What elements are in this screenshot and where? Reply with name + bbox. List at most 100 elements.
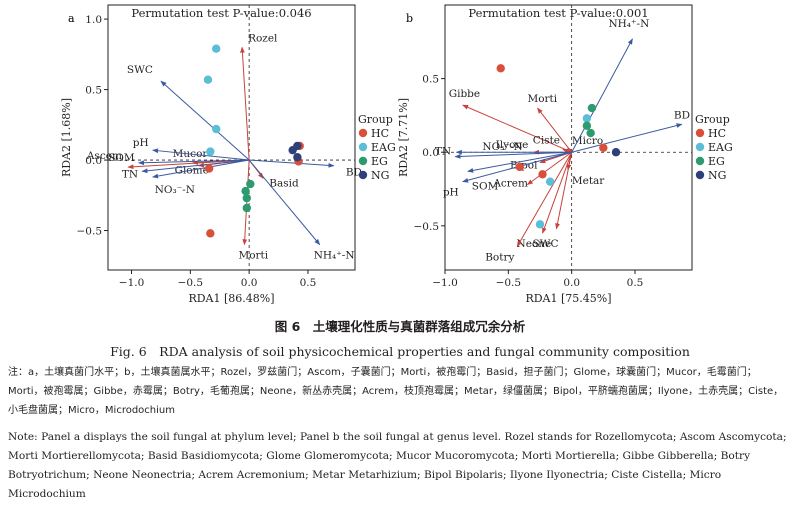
sample-point-hc xyxy=(538,170,547,179)
plot-frame xyxy=(107,4,356,271)
species-arrow-label: Ilyone xyxy=(496,139,529,151)
sample-point-eag xyxy=(203,75,213,84)
env-arrow xyxy=(454,151,572,159)
x-tick-label: 0.0 xyxy=(241,277,258,289)
species-arrow-label: Gibbe xyxy=(449,88,480,100)
env-arrow xyxy=(571,123,683,153)
legend-marker-eag xyxy=(695,142,705,152)
legend-entry-ng: NG xyxy=(708,169,726,182)
chart-title: Permutation test P-value:0.046 xyxy=(131,6,311,20)
sample-point-ng xyxy=(293,153,302,162)
sample-point-hc xyxy=(206,229,215,238)
env-arrow-label: SWC xyxy=(127,64,153,76)
y-tick-label: 0.5 xyxy=(85,85,102,97)
species-arrow-label: Ascom xyxy=(86,150,122,162)
sample-point-eag xyxy=(535,220,545,229)
x-tick-label: −0.5 xyxy=(496,277,522,289)
sample-point-eg xyxy=(242,193,251,203)
species-arrow xyxy=(240,46,250,161)
sample-point-eg xyxy=(246,179,255,189)
figure-caption-cn: 图 6 土壤理化性质与真菌群落组成冗余分析 xyxy=(274,319,526,334)
figure-caption-en: Fig. 6 RDA analysis of soil physicochemi… xyxy=(110,344,690,359)
y-axis-label: RDA2 [1.68%] xyxy=(60,98,73,177)
species-arrow-label: Ciste xyxy=(533,134,560,146)
sample-point-hc xyxy=(599,143,608,153)
y-axis-label: RDA2 [7.71%] xyxy=(397,98,410,177)
sample-point-eag xyxy=(582,114,592,123)
env-arrow xyxy=(137,159,250,166)
env-arrow xyxy=(160,80,250,161)
sample-point-hc xyxy=(515,162,524,172)
sample-point-ng xyxy=(611,148,621,157)
sample-point-ng xyxy=(293,141,302,151)
y-tick-label: 1.0 xyxy=(85,14,102,26)
species-arrow xyxy=(516,151,573,247)
species-arrow-label: SWC xyxy=(532,238,558,250)
legend-entry-hc: HC xyxy=(708,127,726,140)
y-tick-label: −0.5 xyxy=(414,221,440,233)
plot-frame xyxy=(444,4,693,271)
sample-point-hc xyxy=(204,164,214,173)
sample-point-eag xyxy=(212,44,221,53)
legend-entry-hc: HC xyxy=(371,127,389,140)
x-tick-label: 0.5 xyxy=(300,277,317,289)
legend-marker-eg xyxy=(695,156,705,166)
env-arrow xyxy=(141,159,250,174)
legend-marker-hc xyxy=(358,128,368,138)
sample-point-eg xyxy=(582,121,592,130)
sample-point-eg xyxy=(587,103,597,113)
species-arrow xyxy=(542,152,573,234)
panel-b-letter: b xyxy=(406,12,413,25)
sample-point-eag xyxy=(545,177,555,186)
legend-title: Group xyxy=(695,113,730,126)
env-arrow-label: NO₃⁻-N xyxy=(482,141,522,153)
env-arrow-label: TN xyxy=(435,146,451,158)
env-arrow xyxy=(152,148,250,161)
figure-note-cn: 注：a，土壤真菌门水平；b，土壤真菌属水平；Rozel，罗兹菌门；Ascom，子… xyxy=(8,363,792,420)
sample-point-eg xyxy=(586,128,595,138)
x-axis-label: RDA1 [86.48%] xyxy=(188,292,274,305)
rda-figure: a b Permutation test P-value:0.046 −1.0 −0… xyxy=(60,4,733,305)
species-arrow xyxy=(526,151,572,186)
env-arrow xyxy=(248,159,321,246)
legend-marker-ng xyxy=(358,170,368,180)
y-tick-label: 0.0 xyxy=(85,155,102,167)
species-arrow-label: Rozel xyxy=(248,32,278,44)
legend-entry-eg: EG xyxy=(708,155,725,168)
species-arrow-label: Acrem xyxy=(492,178,528,190)
env-arrow-label: pH xyxy=(443,187,459,199)
env-arrow xyxy=(152,159,250,179)
species-arrow-label: Botry xyxy=(485,251,514,263)
note-en-text: Note: Panel a displays the soil fungal a… xyxy=(8,431,787,500)
legend-marker-eg xyxy=(358,156,368,166)
env-arrow-label: pH xyxy=(133,137,149,149)
env-arrow-label: NH₄⁺-N xyxy=(314,250,355,262)
species-arrow xyxy=(555,152,573,230)
panel-b: Permutation test P-value:0.001 −1.0 −0.5 0.… xyxy=(397,4,733,305)
sample-point-eg xyxy=(241,186,250,196)
species-arrow xyxy=(537,107,573,153)
sample-point-eg xyxy=(242,203,251,213)
legend-entry-eag: EAG xyxy=(708,141,733,154)
sample-point-eag xyxy=(212,124,221,134)
y-tick-label: 0.5 xyxy=(422,74,439,86)
env-arrow-label: SOM xyxy=(108,152,135,164)
legend-marker-eag xyxy=(358,142,368,152)
env-arrow xyxy=(571,38,633,153)
legend-title: Group xyxy=(358,113,393,126)
species-arrow xyxy=(567,147,574,154)
note-cn-text: 注：a，土壤真菌门水平；b，土壤真菌属水平；Rozel，罗兹菌门；Ascom，子… xyxy=(8,367,784,416)
sample-point-hc xyxy=(496,64,505,73)
species-arrow-label: Neone xyxy=(517,238,552,250)
legend-entry-eag: EAG xyxy=(371,141,396,154)
env-arrow xyxy=(467,151,572,173)
species-arrow-label: Basid xyxy=(269,177,299,189)
env-arrow-label: BD xyxy=(674,109,690,121)
x-tick-label: 0.5 xyxy=(627,277,644,289)
sample-point-eag xyxy=(206,147,215,156)
env-arrow-label: NO₃⁻-N xyxy=(155,184,195,196)
panel-a: Permutation test P-value:0.046 −1.0 −0.5 0.… xyxy=(60,4,396,305)
x-tick-label: −1.0 xyxy=(119,277,145,289)
legend-entry-ng: NG xyxy=(371,169,389,182)
species-arrow xyxy=(242,160,250,246)
